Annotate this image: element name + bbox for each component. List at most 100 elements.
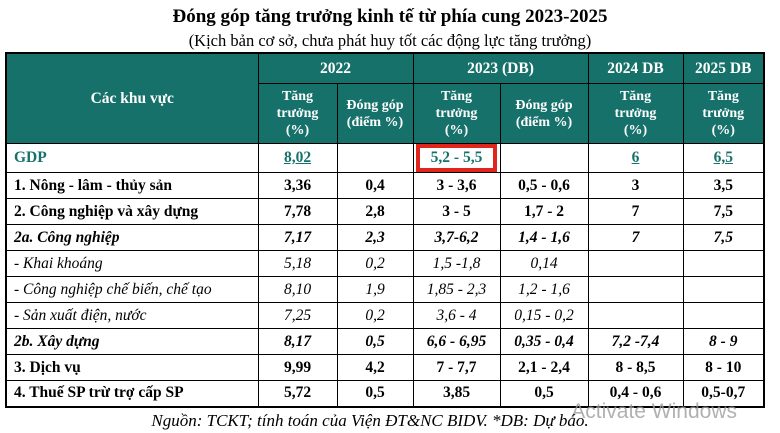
value-cell: 5,72 [257,380,338,407]
value-cell: 8 - 9 [682,328,765,355]
value-cell: 0,5 - 0,6 [499,172,589,199]
value-cell [682,302,765,329]
value-cell [587,250,684,277]
row-label: 2b. Xây dựng [5,328,259,355]
value-cell [682,276,765,303]
value-cell: 2,3 [336,224,414,251]
value-cell [499,143,589,173]
value-cell: 0,4 - 0,6 [587,380,684,407]
row-label: 2. Công nghiệp và xây dựng [5,198,259,225]
value-cell: 3 - 5 [412,198,501,225]
value-cell: 8,10 [257,276,338,303]
value-cell: 8 - 10 [682,354,765,381]
value-cell: 7,78 [257,198,338,225]
sub-header-growth-2024: Tăng trưởng (%) [587,83,684,144]
sub-header-contribution-2023: Đóng góp (điểm %) [499,83,589,144]
highlight-red-box: 5,2 - 5,5 [415,144,498,172]
value-cell: 8,02 [257,143,338,173]
value-cell: 8 - 8,5 [587,354,684,381]
value-cell: 1,5 -1,8 [412,250,501,277]
value-cell: 7,5 [682,224,765,251]
value-cell: 3,85 [412,380,501,407]
row-label: - Sản xuất điện, nước [5,302,259,329]
value-cell: 3 - 3,6 [412,172,501,199]
value-cell: 0,15 - 0,2 [499,302,589,329]
value-cell: 3 [587,172,684,199]
value-cell: 1,4 - 1,6 [499,224,589,251]
table-row: - Công nghiệp chế biến, chế tạo 8,10 1,9 1,… [5,276,765,303]
value-cell: 0,14 [499,250,589,277]
year-header-2023: 2023 (DB) [412,52,589,84]
value-cell: 6,5 [682,143,765,173]
table-row: 2a. Công nghiệp 7,17 2,3 3,7-6,2 1,4 - 1,6 7 7… [5,224,765,251]
value-cell: 2,1 - 2,4 [499,354,589,381]
year-header-2024: 2024 DB [587,52,684,84]
value-cell: 9,99 [257,354,338,381]
table-row: 2. Công nghiệp và xây dựng 7,78 2,8 3 - 5 1,… [5,198,765,225]
value-cell: 7 [587,198,684,225]
value-cell [587,302,684,329]
page-title: Đóng góp tăng trưởng kinh tế từ phía cun… [172,6,608,27]
page-subtitle: (Kịch bản cơ sở, chưa phát huy tốt các đ… [188,31,592,50]
sub-header-growth-2025: Tăng trưởng (%) [682,83,765,144]
table-row: 4. Thuế SP trừ trợ cấp SP 5,72 0,5 3,85 0,5 0… [5,380,765,407]
table-body: GDP 8,02 5,2 - 5,5 6 6,5 1. Nông - lâm - thủy… [5,143,765,407]
year-header-2022: 2022 [257,52,414,84]
value-cell: 1,85 - 2,3 [412,276,501,303]
table-row: 2b. Xây dựng 8,17 0,5 6,6 - 6,95 0,35 - 0,4 7… [5,328,765,355]
value-cell: 1,2 - 1,6 [499,276,589,303]
source-note: Nguồn: TCKT; tính toán của Viện ĐT&NC BI… [151,410,589,430]
table-row: GDP 8,02 5,2 - 5,5 6 6,5 [5,143,765,173]
table-row: - Khai khoáng 5,18 0,2 1,5 -1,8 0,14 [5,250,765,277]
value-cell: 6,6 - 6,95 [412,328,501,355]
value-cell: 0,2 [336,302,414,329]
sub-header-contribution-2022: Đóng góp (điểm %) [336,83,414,144]
activate-windows-watermark: Activate Windows [571,400,737,423]
value-cell: 3,5 [682,172,765,199]
row-label: 1. Nông - lâm - thủy sản [5,172,259,199]
value-cell: 0,2 [336,250,414,277]
value-cell: 4,2 [336,354,414,381]
corner-header: Các khu vực [5,52,259,144]
table-row: 1. Nông - lâm - thủy sản 3,36 0,4 3 - 3,6 0,… [5,172,765,199]
value-cell: 6 [587,143,684,173]
value-cell: 5,18 [257,250,338,277]
row-label: - Khai khoáng [5,250,259,277]
row-label: 3. Dịch vụ [5,354,259,381]
value-cell [336,143,414,173]
sub-header-row: Tăng trưởng (%) Đóng góp (điểm %) Tăng t… [6,83,765,144]
row-label: GDP [5,143,259,173]
value-cell: 7,2 -7,4 [587,328,684,355]
value-cell: 1,9 [336,276,414,303]
row-label: 4. Thuế SP trừ trợ cấp SP [5,380,259,407]
year-header-2025: 2025 DB [682,52,765,84]
value-cell: 0,5 [336,328,414,355]
row-label: 2a. Công nghiệp [5,224,259,251]
value-cell: 0,4 [336,172,414,199]
value-cell: 0,5 [499,380,589,407]
value-cell: 7 [587,224,684,251]
value-cell: 1,7 - 2 [499,198,589,225]
table-row: - Sản xuất điện, nước 7,25 0,2 3,6 - 4 0,15 … [5,302,765,329]
value-cell: 8,17 [257,328,338,355]
value-cell: 7,17 [257,224,338,251]
value-cell [682,250,765,277]
value-cell: 7 - 7,7 [412,354,501,381]
value-cell: 3,6 - 4 [412,302,501,329]
year-header-row: Các khu vực 2022 2023 (DB) 2024 DB 2025 … [5,52,765,144]
value-cell: 7,25 [257,302,338,329]
value-cell: 0,35 - 0,4 [499,328,589,355]
value-cell: 0,5 [336,380,414,407]
value-cell: 0,5-0,7 [682,380,765,407]
value-cell: 3,36 [257,172,338,199]
row-label: - Công nghiệp chế biến, chế tạo [5,276,259,303]
table-row: 3. Dịch vụ 9,99 4,2 7 - 7,7 2,1 - 2,4 8 - 8,5… [5,354,765,381]
value-cell: 5,2 - 5,5 [412,143,501,173]
sub-header-growth-2023: Tăng trưởng (%) [412,83,501,144]
value-cell: 7,5 [682,198,765,225]
value-cell: 2,8 [336,198,414,225]
value-cell [587,276,684,303]
value-cell: 3,7-6,2 [412,224,501,251]
sub-header-growth-2022: Tăng trưởng (%) [257,83,338,144]
